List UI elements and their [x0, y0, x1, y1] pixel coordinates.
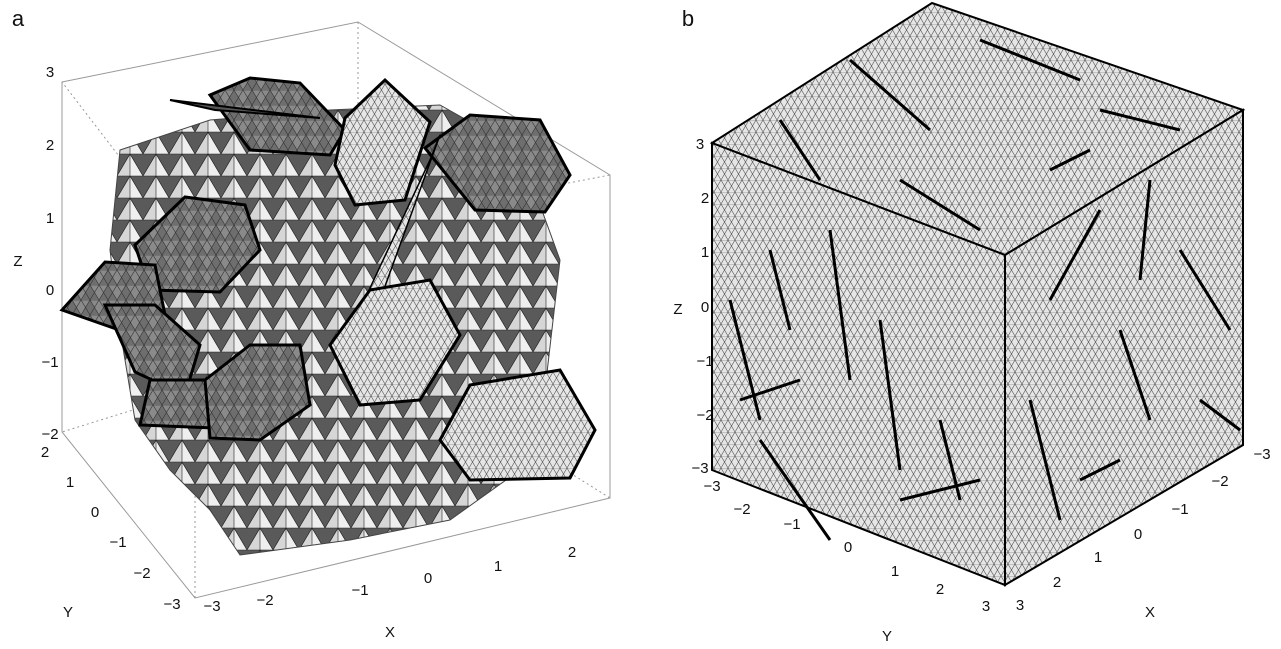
y-tick-label: 0 [91, 504, 99, 521]
x-tick-label: −2 [256, 592, 273, 609]
z-tick-label: −1 [696, 353, 713, 370]
z-tick-label: 1 [46, 210, 54, 227]
z-axis-label: Z [673, 301, 682, 318]
z-tick-label: 0 [46, 282, 54, 299]
y-tick-label: 2 [41, 444, 49, 461]
z-tick-label: −3 [691, 460, 708, 477]
y-tick-label: 1 [891, 563, 899, 580]
x-tick-label: 0 [1134, 526, 1142, 543]
x-tick-label: 1 [1094, 549, 1102, 566]
x-tick-label: −3 [203, 598, 220, 615]
x-tick-label: 1 [494, 558, 502, 575]
x-tick-label: 2 [568, 544, 576, 561]
z-tick-label: 0 [701, 299, 709, 316]
y-tick-label: 2 [936, 581, 944, 598]
y-axis-label: Y [63, 604, 73, 621]
cube-b [712, 3, 1243, 585]
z-tick-label: −2 [696, 407, 713, 424]
y-tick-label: −3 [163, 596, 180, 613]
x-tick-label: 3 [1016, 597, 1024, 614]
y-tick-label: −2 [733, 501, 750, 518]
z-tick-label: 2 [46, 137, 54, 154]
y-tick-label: 0 [844, 539, 852, 556]
x-tick-label: −3 [1253, 446, 1270, 463]
z-tick-label: −1 [41, 354, 58, 371]
y-tick-label: 1 [66, 474, 74, 491]
y-axis-label: Y [882, 628, 892, 645]
x-tick-label: −1 [1171, 501, 1188, 518]
y-tick-label: −2 [133, 565, 150, 582]
z-tick-label: −2 [41, 426, 58, 443]
y-tick-label: −3 [703, 478, 720, 495]
x-tick-label: −1 [351, 582, 368, 599]
panel-label: b [682, 6, 694, 31]
x-axis-label: X [385, 624, 395, 641]
z-tick-label: 3 [696, 136, 704, 153]
y-tick-label: −1 [783, 516, 800, 533]
y-tick-label: −1 [109, 534, 126, 551]
y-tick-label: 3 [982, 598, 990, 615]
z-tick-label: 3 [46, 64, 54, 81]
z-axis-label: Z [13, 253, 22, 270]
x-tick-label: −2 [1211, 473, 1228, 490]
z-tick-label: 1 [701, 244, 709, 261]
x-tick-label: 2 [1053, 574, 1061, 591]
x-axis-label: X [1145, 604, 1155, 621]
panel-label: a [12, 6, 25, 31]
x-tick-label: 0 [424, 570, 432, 587]
z-tick-label: 2 [701, 190, 709, 207]
figure: aX−3−2−1012Y210−1−2−3Z3210−1−2bX−3−2−101… [0, 0, 1281, 649]
